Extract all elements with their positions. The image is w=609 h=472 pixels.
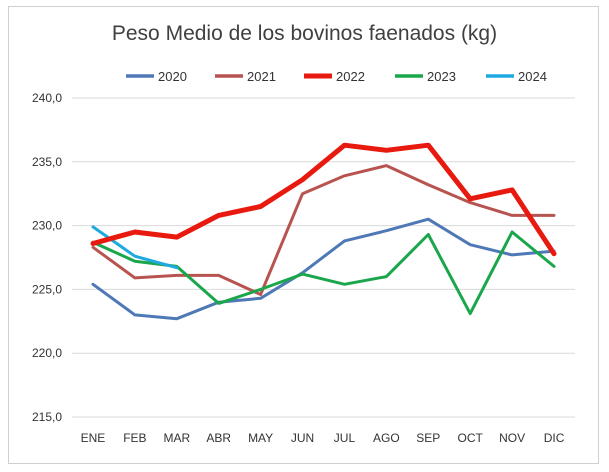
- gridlines: [72, 97, 575, 418]
- legend-label-2021: 2021: [247, 69, 276, 84]
- chart-title: Peso Medio de los bovinos faenados (kg): [111, 22, 498, 45]
- legend: 2020 2021 2022 2023 2024: [126, 69, 547, 84]
- x-tick-label: OCT: [458, 431, 484, 445]
- y-tick-label: 240,0: [32, 91, 62, 105]
- x-tick-label: JUL: [334, 431, 356, 445]
- y-tick-label: 230,0: [32, 219, 62, 233]
- x-tick-label: ENE: [81, 431, 106, 445]
- series-line-2024: [91, 225, 179, 270]
- x-axis: ENE FEB MAR ABR MAY JUN JUL AGO SEP OCT NOV DIC: [81, 431, 565, 445]
- x-tick-label: NOV: [499, 431, 525, 445]
- y-tick-label: 220,0: [32, 346, 62, 360]
- series-line-2022: [90, 142, 557, 257]
- legend-label-2024: 2024: [518, 69, 547, 84]
- x-tick-label: MAY: [248, 431, 273, 445]
- x-tick-label: FEB: [123, 431, 146, 445]
- x-tick-label: AGO: [373, 431, 400, 445]
- x-tick-label: DIC: [544, 431, 565, 445]
- x-tick-label: MAR: [163, 431, 190, 445]
- legend-label-2020: 2020: [158, 69, 187, 84]
- y-tick-label: 225,0: [32, 282, 62, 296]
- x-tick-label: SEP: [416, 431, 440, 445]
- y-axis: 215,0 220,0 225,0 230,0 235,0 240,0: [32, 91, 62, 424]
- x-tick-label: JUN: [291, 431, 314, 445]
- series-lines: [90, 142, 557, 321]
- legend-label-2022: 2022: [336, 69, 365, 84]
- series-line-2021: [91, 164, 556, 296]
- x-tick-label: ABR: [206, 431, 231, 445]
- legend-label-2023: 2023: [427, 69, 456, 84]
- y-tick-label: 235,0: [32, 155, 62, 169]
- y-tick-label: 215,0: [32, 410, 62, 424]
- series-line-2020: [91, 217, 556, 321]
- series-line-2023: [91, 230, 556, 316]
